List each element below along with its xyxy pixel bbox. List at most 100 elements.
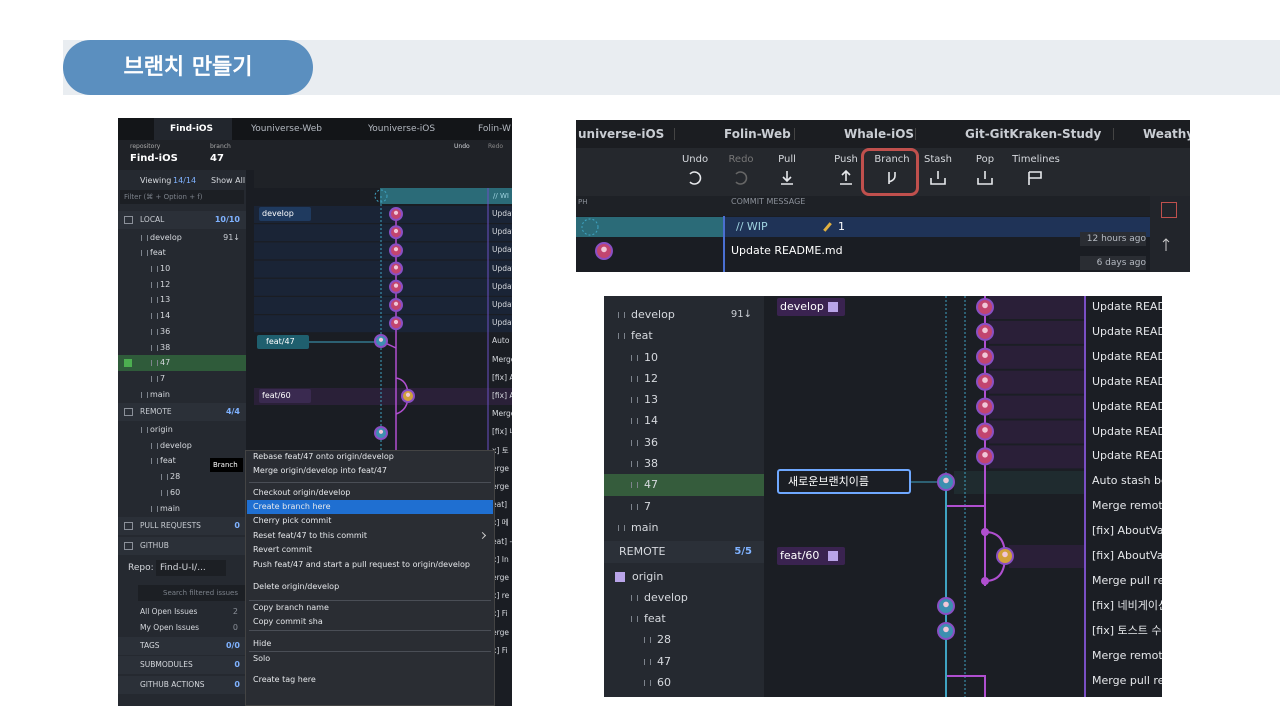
tag-icon [828,302,838,312]
section-icon [124,216,133,224]
toolbar-button[interactable]: Undo [681,154,709,165]
toolbar-icon [977,171,993,185]
branch-highlight [861,148,919,196]
branch-icon [618,333,625,339]
branch-name-input [777,469,911,494]
tab: Git-GitKraken-Study [965,127,1102,141]
commit-message: erge [492,627,509,637]
menu-separator [249,630,491,631]
sidebar-item: 13 [644,393,658,406]
branch-icon [151,313,158,319]
branch-icon [141,427,148,433]
count: 4/4 [225,407,240,416]
branch-icon [631,595,638,601]
row-highlight [989,420,1084,444]
toolbar-button[interactable]: Stash [924,154,952,165]
sidebar-item: 38 [644,457,658,470]
graph [581,218,1170,260]
menu-item: Create branch here [253,502,331,511]
active-tab [154,118,232,140]
label: 1 [838,220,845,233]
commit-message: eat] - [492,536,512,546]
menu-separator [249,482,491,483]
commit-message: [fix] AboutValu [1092,524,1162,538]
tab-separator [915,128,916,140]
commit-message: Update READM [1092,349,1162,363]
tab: Folin-Web [724,127,791,141]
commit-message: Update READM [1092,424,1162,438]
avatar-face [393,319,399,325]
text-input[interactable]: 새로운브랜치이름 [788,475,869,488]
wip-node [581,218,599,236]
row-highlight [254,224,512,242]
commit-message: Update README [1092,300,1162,313]
table-header [576,196,1150,216]
sidebar-item: 47 [644,478,658,491]
row-highlight [989,370,1084,394]
count: 0 [232,623,238,632]
branch-icon [631,397,638,403]
wip-row [380,188,512,204]
row-highlight [254,297,512,314]
commit-message: eat] [492,500,508,510]
avatar-face [943,626,949,633]
branch-tag-bg [257,335,309,349]
toolbar-button[interactable]: Timelines [1012,154,1060,165]
branch-icon [151,329,158,335]
avatar-face [982,427,988,433]
branch-icon [631,482,638,488]
sidebar-item: 47 [160,358,171,367]
toolbar-button[interactable]: Push [834,154,858,165]
toolbar-button[interactable]: Redo [728,154,754,165]
label: Filter (⌘ + Option + f) [124,193,203,201]
graph [689,169,1042,185]
tab: Youniverse-iOS [368,124,436,134]
sidebar-item: 10 [160,264,171,273]
section-header [118,403,246,421]
graph-line [945,482,1007,697]
avatar-face [1002,551,1008,558]
commit-message: [fix] 네비게이션 [1092,598,1162,612]
row-highlight [989,320,1084,344]
avatar-face [393,265,399,270]
branch-icon [141,250,148,256]
sidebar-item: develop [631,308,675,321]
avatar-face [982,377,988,383]
row-highlight [254,388,512,405]
sidebar-item: 60 [657,676,671,689]
sidebar-item: main [631,521,659,534]
commit-message: x] Fi [492,645,508,655]
branch-icon [631,376,638,382]
sidebar-item: main [150,390,170,399]
tab-bar [576,120,1190,148]
label: 14/14 [173,176,197,185]
commit-message: [fix] A [492,391,512,400]
toolbar-button[interactable]: Pull [778,154,796,165]
commit-message: Merge [492,409,512,419]
commit-message: erge [492,573,509,582]
avatar-face [405,392,411,397]
toolbar-icon [689,171,702,185]
toolbar-button[interactable]: Pop [975,154,995,165]
branch-icon [151,376,158,382]
commit-message: erge [492,482,509,491]
toolbar-button[interactable]: Branch [874,154,910,165]
merge-dot [981,528,989,536]
commit-message: x] Fi [492,609,508,619]
label: Redo [488,143,504,150]
commit-message: Auto stash be [1092,474,1162,488]
row-highlight [954,471,1084,494]
sidebar-item: GITHUB [140,541,169,550]
label: All Open Issues [140,607,198,616]
sidebar-item: 36 [644,436,658,449]
checkbox [124,359,132,367]
label: TAGS [140,641,160,650]
sidebar-item: 12 [160,280,171,289]
commit-message: Merge remote [1092,648,1162,662]
branch-icon [151,282,158,288]
avatar-face [982,452,988,458]
avatar-face [982,402,988,408]
commit-message: Updat [492,281,512,291]
column-header: PH [578,198,588,206]
branch-tag: feat/47 [266,337,295,346]
